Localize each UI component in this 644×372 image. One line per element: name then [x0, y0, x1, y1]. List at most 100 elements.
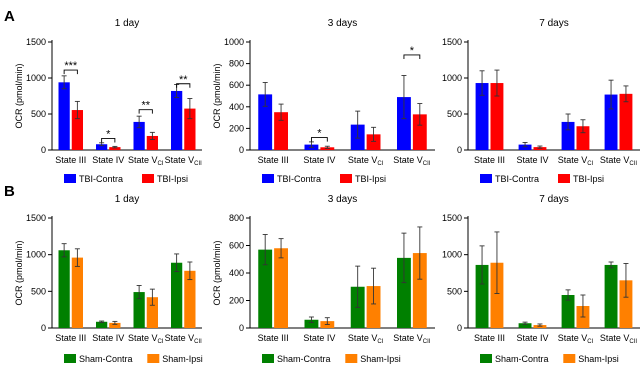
- legend-swatch: [262, 354, 274, 363]
- bar: [475, 83, 489, 150]
- x-tick-label: State VCII: [393, 333, 431, 345]
- bar: [397, 257, 411, 328]
- legend-swatch: [262, 174, 274, 183]
- x-tick-label-base: State III: [55, 333, 86, 343]
- x-tick-label-subscript: CII: [629, 339, 637, 345]
- bar: [561, 121, 575, 150]
- y-tick-label: 1000: [442, 250, 462, 260]
- bar: [518, 323, 532, 328]
- x-tick-label-base: State V: [600, 155, 630, 165]
- panel-letter-b: B: [4, 183, 15, 200]
- bar: [619, 280, 633, 328]
- x-tick-label-base: State V: [165, 333, 195, 343]
- x-tick-label-base: State IV: [516, 333, 548, 343]
- x-tick-label: State VCI: [558, 333, 594, 345]
- y-tick-label: 500: [447, 109, 462, 119]
- bar: [171, 90, 183, 150]
- x-tick-label: State VCI: [558, 155, 594, 167]
- legend-swatch: [64, 354, 76, 363]
- y-tick-label: 0: [457, 323, 462, 333]
- x-tick-label: State III: [55, 333, 86, 343]
- bar: [366, 134, 381, 150]
- y-tick-label: 0: [239, 145, 244, 155]
- y-tick-label: 1500: [26, 213, 46, 223]
- bar: [412, 253, 427, 328]
- x-tick-label-subscript: CI: [587, 161, 593, 167]
- bar: [397, 97, 411, 150]
- y-tick-label: 1500: [26, 37, 46, 47]
- legend-swatch: [558, 174, 570, 183]
- x-tick-label-base: State IV: [92, 155, 124, 165]
- x-tick-label: State VCI: [348, 155, 384, 167]
- bar: [171, 262, 183, 328]
- bar: [274, 248, 288, 328]
- chart-title: 7 days: [539, 18, 568, 29]
- legend-swatch: [340, 174, 352, 183]
- x-tick-label-subscript: CII: [194, 161, 202, 167]
- x-tick-label: State VCI: [348, 333, 384, 345]
- legend-swatch: [64, 174, 76, 183]
- chart-panel: 7 days 0 500 1000 1500 State III State IV State…: [442, 194, 640, 364]
- x-tick-label: State III: [55, 155, 86, 165]
- x-tick-label-subscript: CI: [158, 161, 164, 167]
- significance-label: *: [106, 128, 111, 140]
- significance-label: *: [317, 128, 322, 140]
- chart-title: 3 days: [328, 194, 357, 205]
- bar: [58, 82, 70, 150]
- y-tick-label: 500: [31, 109, 46, 119]
- bar: [109, 147, 121, 150]
- y-axis-label: OCR (pmol/min): [14, 240, 24, 305]
- chart-title: 7 days: [539, 194, 568, 205]
- y-tick-label: 1000: [26, 73, 46, 83]
- x-tick-label: State IV: [303, 155, 335, 165]
- x-tick-label-subscript: CI: [377, 339, 383, 345]
- legend-label: TBI-Contra: [277, 174, 321, 184]
- bar: [619, 93, 633, 150]
- chart-panel: 1 day 0 500 1000 1500 OCR (pmol/min) State III…: [14, 18, 202, 184]
- y-tick-label: 1000: [26, 250, 46, 260]
- y-axis-label: OCR (pmol/min): [212, 63, 222, 128]
- bar: [96, 144, 108, 150]
- chart-panel: 3 days 0 200 400 600 800 1000 OCR (pmol/min) Sta…: [212, 18, 435, 184]
- x-tick-label-subscript: CI: [377, 161, 383, 167]
- y-axis-label: OCR (pmol/min): [14, 63, 24, 128]
- legend-label: Sham-Ipsi: [360, 354, 401, 364]
- y-axis-label: OCR (pmol/min): [212, 240, 222, 305]
- legend-label: Sham-Contra: [277, 354, 331, 364]
- x-tick-label: State IV: [92, 333, 124, 343]
- legend-swatch: [142, 174, 154, 183]
- x-tick-label-base: State V: [558, 333, 588, 343]
- x-tick-label: State VCI: [128, 333, 164, 345]
- x-tick-label: State IV: [516, 333, 548, 343]
- bar: [96, 321, 108, 328]
- x-tick-label-subscript: CI: [587, 339, 593, 345]
- x-tick-label-base: State V: [558, 155, 588, 165]
- significance-bracket: [101, 138, 116, 143]
- x-tick-label-base: State V: [393, 333, 423, 343]
- significance-label: ***: [64, 60, 78, 72]
- x-tick-label: State VCI: [128, 155, 164, 167]
- legend-label: Sham-Contra: [79, 354, 133, 364]
- y-tick-label: 1000: [442, 73, 462, 83]
- bar: [71, 110, 83, 150]
- bar: [412, 114, 427, 150]
- x-tick-label: State VCII: [600, 155, 638, 167]
- bar: [366, 286, 381, 328]
- x-tick-label-base: State V: [128, 155, 158, 165]
- y-tick-label: 0: [239, 323, 244, 333]
- bar: [518, 144, 532, 150]
- x-tick-label-base: State V: [165, 155, 195, 165]
- legend-label: Sham-Contra: [495, 354, 549, 364]
- chart-title: 1 day: [115, 194, 139, 205]
- bar: [184, 108, 196, 150]
- x-tick-label-subscript: CII: [423, 161, 431, 167]
- x-tick-label-subscript: CII: [423, 339, 431, 345]
- x-tick-label: State VCII: [600, 333, 638, 345]
- x-tick-label: State IV: [516, 155, 548, 165]
- significance-label: **: [141, 100, 150, 112]
- y-tick-label: 1000: [224, 37, 244, 47]
- x-tick-label-base: State III: [474, 333, 505, 343]
- legend-label: TBI-Ipsi: [157, 174, 188, 184]
- bar: [133, 292, 145, 328]
